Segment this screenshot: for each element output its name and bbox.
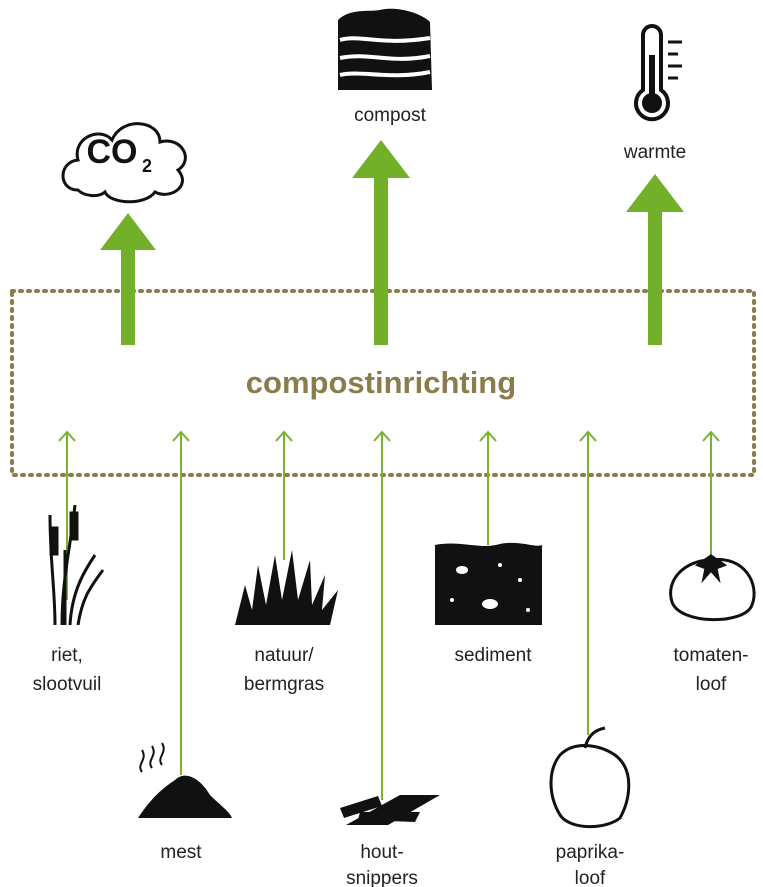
input-arrows	[59, 432, 719, 800]
woodchips-icon	[340, 795, 440, 825]
output-label: compost	[354, 105, 427, 126]
input-label: bermgras	[244, 674, 324, 695]
tomato-icon	[671, 556, 755, 620]
input-label: mest	[160, 842, 202, 863]
output-arrow	[626, 174, 684, 345]
input-label: natuur/	[254, 645, 314, 666]
input-label: sediment	[454, 645, 532, 666]
input-label: slootvuil	[33, 674, 102, 695]
input-label: paprika-	[556, 842, 625, 863]
title: compostinrichting	[246, 365, 516, 400]
output-arrow	[100, 213, 156, 345]
output-label: CO	[87, 133, 138, 171]
reed-icon	[50, 505, 103, 625]
diagram: compostinrichting CO 2 compost warmte	[0, 0, 763, 887]
input-label: tomaten-	[674, 645, 749, 666]
steam-icon	[140, 743, 163, 772]
manure-icon	[138, 776, 232, 818]
output-subscript: 2	[142, 156, 152, 176]
output-arrow	[352, 140, 410, 345]
compost-icon	[338, 9, 432, 90]
input-label: loof	[696, 674, 727, 695]
page: compostinrichting CO 2 compost warmte	[0, 0, 763, 887]
pepper-icon	[551, 728, 629, 827]
input-label: snippers	[346, 868, 418, 887]
input-label: loof	[575, 868, 606, 887]
input-label: riet,	[51, 645, 83, 666]
sediment-icon	[435, 543, 542, 625]
output-label: warmte	[623, 142, 686, 163]
thermometer-icon	[636, 26, 682, 119]
input-label: hout-	[360, 842, 403, 863]
grass-icon	[235, 550, 338, 625]
